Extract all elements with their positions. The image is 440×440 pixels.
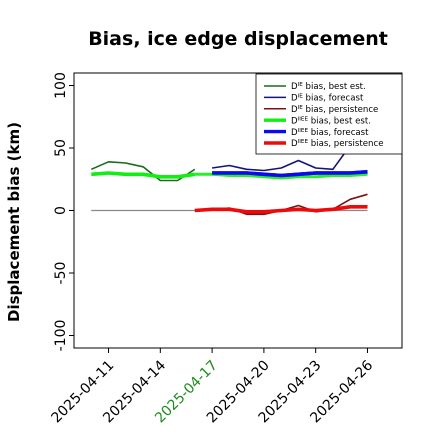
legend-label-1: DIE bias, best est. — [291, 82, 366, 92]
y-tick-label: 50 — [53, 139, 69, 157]
y-tick-label: 0 — [53, 206, 69, 215]
series-line-2 — [211, 144, 368, 172]
y-tick-label: -100 — [53, 320, 69, 352]
series-line-6 — [194, 205, 368, 214]
y-tick-label: 100 — [53, 72, 69, 99]
chart-title: Bias, ice edge displacement — [88, 28, 388, 50]
legend-label-3: DIE bias, persistence — [291, 105, 378, 115]
legend-label-2: DIE bias, forecast — [291, 94, 364, 104]
series-line-5-top — [212, 170, 368, 178]
series-line-4 — [91, 171, 196, 179]
series-line-1 — [90, 161, 196, 182]
legend-label-6: DIIEE bias, persistence — [291, 139, 384, 149]
legend-box — [255, 73, 403, 155]
legend: DIE bias, best est. DIE bias, forecastDIE… — [255, 73, 403, 155]
series-line-overlap — [194, 172, 368, 180]
y-axis-label: Displacement bias (km) — [5, 122, 23, 322]
legend-label-4: DIIEE bias, best est. — [291, 116, 371, 126]
y-tick-label: -50 — [53, 262, 69, 285]
legend-label-5: DIIEE bias, forecast — [291, 128, 369, 138]
